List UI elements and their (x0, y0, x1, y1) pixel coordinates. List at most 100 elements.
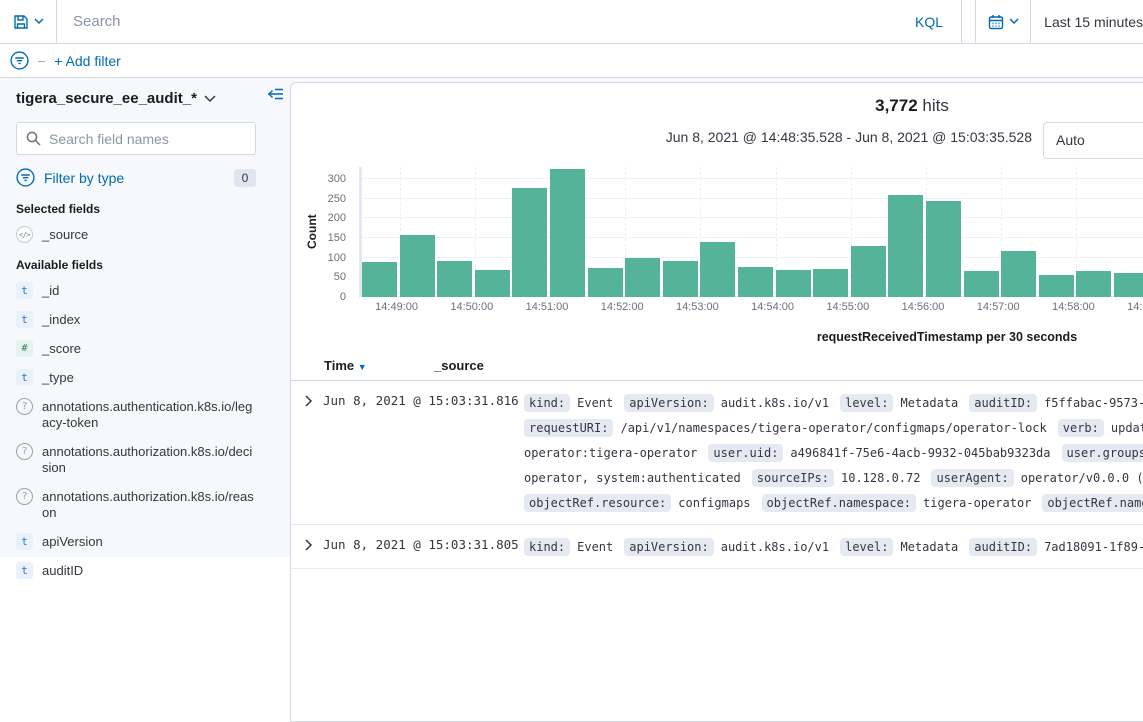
source-field-value: configmaps (678, 496, 751, 510)
index-pattern-switcher[interactable]: tigera_secure_ee_audit_* (16, 90, 274, 107)
histogram-bar[interactable] (399, 235, 435, 297)
histogram-bar[interactable] (1038, 274, 1074, 297)
source-field-value: operator:tigera-operator (524, 446, 698, 460)
histogram-bar[interactable] (362, 262, 397, 297)
histogram-bar[interactable] (512, 187, 548, 297)
gridline (362, 197, 1143, 199)
histogram-x-axis: 14:49:00 14:50:00 14:51:00 14:52:00 14:53:00… (359, 301, 1143, 315)
saved-query-menu-button[interactable] (0, 0, 57, 43)
field-name: _score (42, 341, 82, 356)
histogram-bar[interactable] (437, 260, 473, 297)
histogram-bar[interactable] (662, 261, 698, 297)
doc-source: kind: Event apiVersion: audit.k8s.io/v1 leve… (524, 535, 1143, 560)
vertical-gridline (1001, 167, 1003, 297)
field-item[interactable]: ? annotations.authentication.k8s.io/lega… (16, 398, 254, 431)
vertical-gridline (850, 167, 852, 297)
histogram-bar[interactable] (850, 245, 886, 297)
doc-source: kind: Event apiVersion: audit.k8s.io/v1 leve… (524, 391, 1143, 516)
filter-options-button[interactable] (10, 51, 29, 70)
histogram-bar[interactable] (474, 270, 510, 297)
histogram-bar[interactable] (926, 200, 961, 297)
x-tick-label: 14:57:00 (976, 301, 1020, 313)
source-field-value: 7ad18091-1f89-4a97-9 (1044, 540, 1143, 554)
source-field-type-icon: </> (16, 226, 33, 243)
expand-row-button[interactable] (303, 394, 314, 408)
histogram-bar[interactable] (625, 257, 661, 297)
field-item[interactable]: t apiVersion (16, 533, 254, 550)
source-field-key: verb: (1057, 419, 1104, 437)
source-field-key: user.groups: (1061, 444, 1143, 462)
source-field-key: kind: (524, 538, 571, 556)
source-field-value: /api/v1/namespaces/tigera-operator/confi… (620, 421, 1047, 435)
x-tick-label: 14:53:00 (675, 301, 719, 313)
source-field-value: operator/v0.0.0 (linu (1020, 471, 1143, 485)
time-column-header[interactable]: Time ▼ (324, 358, 367, 373)
source-field-key: sourceIPs: (751, 469, 834, 487)
source-column-header: _source (434, 358, 484, 373)
source-field-value: Event (577, 540, 614, 554)
fields-sidebar: tigera_secure_ee_audit_* Fi (0, 78, 290, 579)
source-field-key: auditID: (969, 538, 1038, 556)
source-field-value: f5ffabac-9573-4918-a (1044, 396, 1143, 410)
gridline (362, 217, 1143, 219)
field-name: _index (42, 312, 81, 327)
histogram-bar[interactable] (888, 194, 924, 297)
field-search-box (16, 122, 256, 155)
field-item[interactable]: t _type (16, 369, 254, 386)
add-filter-button[interactable]: + Add filter (54, 52, 121, 69)
available-fields-heading: Available fields (16, 258, 103, 272)
field-item[interactable]: t _id (16, 282, 254, 299)
x-tick-label: 14:50:00 (450, 301, 494, 313)
chevron-down-icon (1009, 18, 1019, 25)
unknown-field-type-icon: ? (16, 488, 33, 505)
histogram-interval-select[interactable]: Auto (1043, 122, 1143, 159)
time-range-button[interactable]: Last 15 minutes (1044, 13, 1143, 30)
field-item[interactable]: ? annotations.authorization.k8s.io/decis… (16, 443, 254, 476)
x-tick-label: 14:51:00 (525, 301, 569, 313)
chevron-down-icon (33, 18, 44, 25)
field-item[interactable]: t auditID (16, 562, 254, 579)
histogram-bar[interactable] (587, 268, 623, 297)
histogram-bar[interactable] (1001, 250, 1037, 297)
expand-row-button[interactable] (303, 538, 314, 552)
y-tick-label: 100 (327, 251, 346, 264)
source-field-key: user.uid: (708, 444, 784, 462)
histogram-bar[interactable] (1076, 271, 1112, 297)
histogram-bar[interactable] (813, 269, 849, 297)
source-field-key: objectRef.name: (1042, 494, 1143, 512)
source-field-value: update (1110, 421, 1143, 435)
field-item[interactable]: </> _source (16, 226, 254, 243)
histogram-bar[interactable] (775, 270, 811, 297)
kql-syntax-button[interactable]: KQL (897, 0, 962, 43)
y-tick-label: 0 (339, 291, 346, 303)
date-picker-menu-button[interactable] (976, 0, 1032, 43)
histogram-plot (359, 167, 1143, 297)
field-item[interactable]: t _index (16, 311, 254, 328)
source-field-value: 10.128.0.72 (841, 471, 921, 485)
x-tick-label: 14:59:00 (1127, 301, 1143, 313)
collapse-sidebar-button[interactable] (266, 86, 284, 102)
search-input[interactable] (57, 0, 897, 43)
field-name: annotations.authentication.k8s.io/legacy… (42, 399, 253, 430)
histogram-bar[interactable] (1114, 272, 1143, 297)
histogram-bar[interactable] (738, 266, 773, 297)
field-item[interactable]: ? annotations.authorization.k8s.io/reaso… (16, 488, 254, 521)
source-line: objectRef.resource: configmaps objectRef.n… (524, 491, 1143, 516)
histogram-bar[interactable] (700, 241, 736, 297)
field-item[interactable]: # _score (16, 340, 254, 357)
filter-by-type-label: Filter by type (44, 169, 125, 186)
field-search-input[interactable] (49, 130, 246, 147)
filter-by-type-button[interactable]: Filter by type 0 (16, 168, 256, 187)
selected-fields-list: </> _source (16, 226, 274, 243)
filter-bar-dash: – (38, 53, 46, 68)
field-name: apiVersion (42, 534, 103, 549)
doc-timestamp: Jun 8, 2021 @ 15:03:31.816 (323, 393, 519, 408)
vertical-gridline (474, 167, 476, 297)
doc-table-header: Time ▼ _source (291, 357, 1143, 381)
source-line: operator:tigera-operator user.uid: a496841… (524, 441, 1143, 466)
histogram-bar[interactable] (963, 271, 999, 297)
source-field-value: Metadata (900, 540, 959, 554)
x-tick-label: 14:56:00 (901, 301, 945, 313)
histogram-bar[interactable] (550, 168, 585, 297)
search-icon (26, 131, 41, 146)
